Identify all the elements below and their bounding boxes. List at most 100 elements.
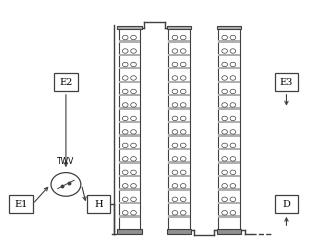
Circle shape: [131, 211, 136, 215]
Circle shape: [230, 184, 236, 188]
Circle shape: [122, 184, 128, 188]
Circle shape: [230, 116, 236, 121]
Bar: [119, 67, 140, 69]
Circle shape: [230, 157, 236, 161]
Bar: [218, 148, 240, 150]
Circle shape: [230, 130, 236, 134]
Circle shape: [122, 35, 128, 40]
Bar: [119, 202, 140, 204]
Bar: [168, 161, 190, 164]
Circle shape: [131, 184, 136, 188]
Circle shape: [122, 157, 128, 161]
Circle shape: [180, 35, 186, 40]
Circle shape: [230, 197, 236, 202]
Circle shape: [222, 211, 227, 215]
Bar: [119, 107, 140, 110]
Circle shape: [230, 170, 236, 175]
Circle shape: [172, 76, 178, 80]
Circle shape: [230, 89, 236, 94]
Circle shape: [222, 76, 227, 80]
Bar: [9, 195, 32, 213]
Bar: [119, 28, 140, 230]
Bar: [168, 94, 190, 96]
Text: E3: E3: [280, 78, 293, 87]
Circle shape: [172, 184, 178, 188]
Circle shape: [180, 62, 186, 67]
Circle shape: [230, 143, 236, 148]
Circle shape: [172, 130, 178, 134]
Circle shape: [131, 35, 136, 40]
Bar: [168, 81, 190, 83]
Bar: [218, 94, 240, 96]
Bar: [218, 161, 240, 164]
Bar: [218, 188, 240, 191]
Circle shape: [222, 197, 227, 202]
Bar: [218, 28, 240, 230]
Bar: [218, 40, 240, 42]
Circle shape: [51, 173, 81, 196]
Circle shape: [172, 197, 178, 202]
Circle shape: [222, 49, 227, 53]
Circle shape: [131, 197, 136, 202]
Bar: [119, 134, 140, 137]
Text: TWV: TWV: [57, 157, 75, 166]
Circle shape: [131, 170, 136, 175]
Bar: [218, 54, 240, 56]
Circle shape: [131, 76, 136, 80]
Bar: [119, 94, 140, 96]
Bar: [168, 134, 190, 137]
Circle shape: [122, 103, 128, 107]
Bar: [218, 175, 240, 177]
Bar: [275, 73, 298, 91]
Bar: [119, 215, 140, 218]
Circle shape: [172, 89, 178, 94]
Bar: [217, 229, 241, 234]
Bar: [218, 134, 240, 137]
Bar: [218, 121, 240, 124]
Bar: [54, 73, 78, 91]
Bar: [118, 229, 142, 234]
Circle shape: [180, 49, 186, 53]
Circle shape: [222, 184, 227, 188]
Circle shape: [180, 211, 186, 215]
Circle shape: [122, 143, 128, 148]
Circle shape: [122, 76, 128, 80]
Bar: [168, 40, 190, 42]
Bar: [119, 148, 140, 150]
Circle shape: [172, 211, 178, 215]
Circle shape: [172, 35, 178, 40]
Circle shape: [131, 143, 136, 148]
Circle shape: [122, 62, 128, 67]
Text: H: H: [94, 200, 103, 209]
Bar: [218, 202, 240, 204]
Bar: [168, 107, 190, 110]
Circle shape: [222, 170, 227, 175]
Circle shape: [122, 130, 128, 134]
Circle shape: [222, 89, 227, 94]
Circle shape: [230, 211, 236, 215]
Circle shape: [230, 35, 236, 40]
Circle shape: [230, 49, 236, 53]
Circle shape: [222, 62, 227, 67]
Circle shape: [230, 62, 236, 67]
Circle shape: [131, 130, 136, 134]
Bar: [168, 28, 190, 230]
Bar: [218, 107, 240, 110]
Circle shape: [172, 103, 178, 107]
Circle shape: [122, 49, 128, 53]
Circle shape: [180, 103, 186, 107]
Circle shape: [230, 76, 236, 80]
Text: E2: E2: [59, 78, 73, 87]
Bar: [168, 67, 190, 69]
Circle shape: [131, 103, 136, 107]
Circle shape: [122, 211, 128, 215]
Bar: [168, 188, 190, 191]
Bar: [118, 26, 142, 29]
Circle shape: [222, 130, 227, 134]
Bar: [119, 81, 140, 83]
Circle shape: [180, 143, 186, 148]
Bar: [275, 195, 298, 213]
Bar: [218, 215, 240, 218]
Bar: [119, 121, 140, 124]
Bar: [167, 229, 191, 234]
